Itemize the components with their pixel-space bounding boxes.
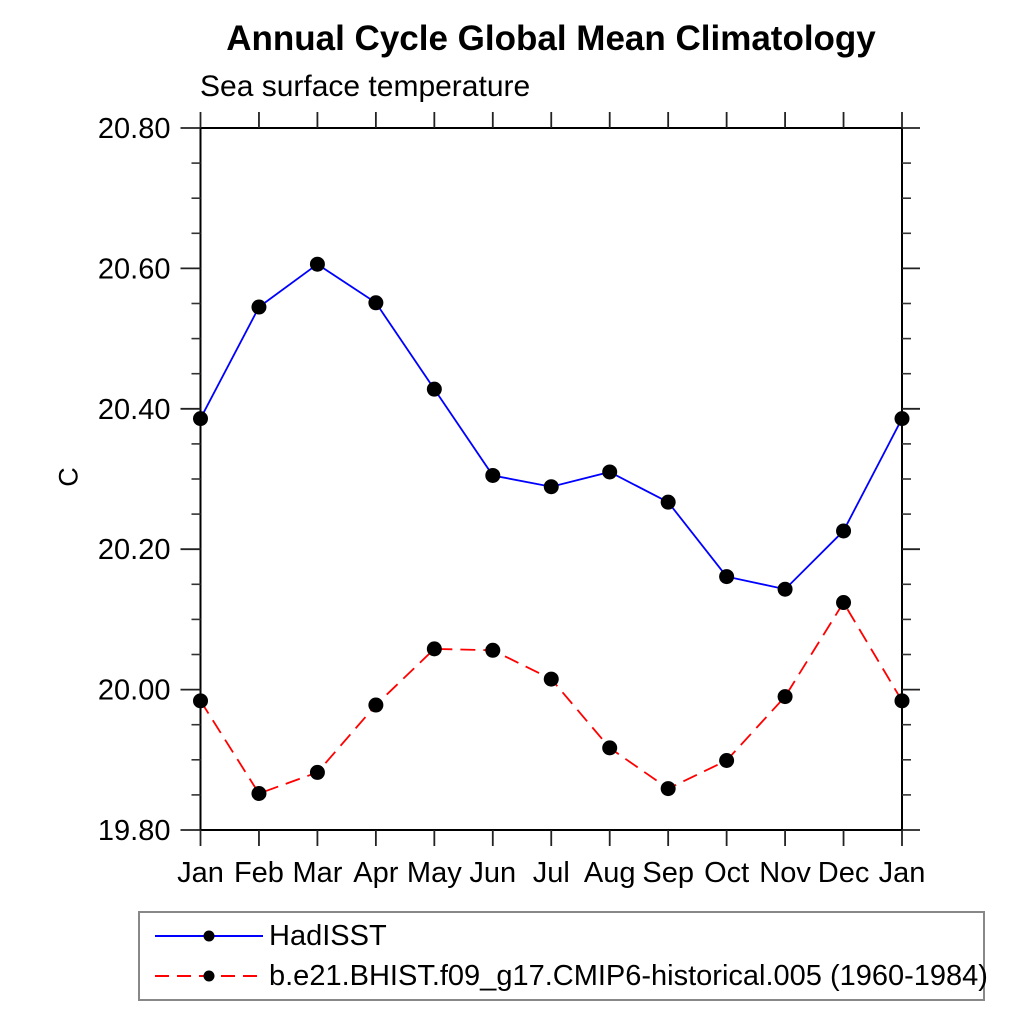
legend-line-dashed-icon <box>155 970 263 982</box>
legend-dot-icon <box>203 930 215 942</box>
data-point-1-Jan <box>193 693 208 709</box>
data-point-0-Jul <box>543 479 559 495</box>
y-tick-label: 19.80 <box>98 815 171 847</box>
legend: HadISST b.e21.BHIST.f09_g17.CMIP6-histor… <box>138 911 988 1001</box>
data-point-0-Feb <box>251 299 267 315</box>
data-point-0-Jun <box>485 467 501 483</box>
data-point-0-Jan <box>894 411 910 427</box>
y-tick-label: 20.20 <box>98 534 171 566</box>
x-tick-label: Nov <box>759 857 811 889</box>
data-point-1-Dec <box>836 595 852 611</box>
data-point-1-Jul <box>543 671 559 687</box>
data-point-1-Mar <box>309 764 325 780</box>
data-point-0-Jan <box>193 411 208 427</box>
x-tick-label: Jan <box>879 857 926 889</box>
y-tick-label: 20.80 <box>98 113 171 145</box>
data-point-1-Oct <box>719 753 735 769</box>
plot-frame <box>199 127 903 831</box>
x-tick-label: Aug <box>584 857 636 889</box>
data-point-1-Jun <box>485 642 501 658</box>
x-tick-label: Jan <box>177 857 224 889</box>
data-point-1-Feb <box>251 785 267 801</box>
x-tick-label: Mar <box>292 857 342 889</box>
legend-entry-model: b.e21.BHIST.f09_g17.CMIP6-historical.005… <box>153 960 988 992</box>
data-point-0-May <box>426 381 442 397</box>
series-line-1 <box>199 600 903 795</box>
x-tick-label: Feb <box>234 857 284 889</box>
y-tick-label: 20.00 <box>98 675 171 707</box>
data-point-0-Nov <box>777 581 793 597</box>
x-tick-label: Oct <box>704 857 749 889</box>
legend-line-solid-icon <box>155 930 263 942</box>
data-point-1-Nov <box>777 689 793 705</box>
data-point-0-Oct <box>719 569 735 585</box>
data-point-0-Dec <box>836 523 852 539</box>
data-point-1-Sep <box>660 781 676 797</box>
x-tick-label: May <box>407 857 462 889</box>
data-point-1-Aug <box>602 740 618 756</box>
y-tick-label: 20.40 <box>98 394 171 426</box>
x-tick-label: Dec <box>818 857 870 889</box>
data-point-1-Apr <box>368 697 384 713</box>
y-tick-label: 20.60 <box>98 253 171 285</box>
x-tick-label: Sep <box>642 857 694 889</box>
chart-title: Annual Cycle Global Mean Climatology <box>226 19 876 58</box>
legend-entry-hadisst: HadISST <box>153 920 983 952</box>
data-point-0-Aug <box>602 464 618 480</box>
legend-label-hadisst: HadISST <box>269 919 387 952</box>
x-tick-label: Jul <box>533 857 570 889</box>
data-point-0-Apr <box>368 295 384 311</box>
chart-subtitle: Sea surface temperature <box>200 70 531 103</box>
x-tick-label: Apr <box>353 857 398 889</box>
data-point-0-Sep <box>660 494 676 510</box>
x-tick-label: Jun <box>469 857 516 889</box>
data-point-0-Mar <box>309 256 325 272</box>
data-point-1-Jan <box>894 693 910 709</box>
legend-dot-icon <box>203 970 215 982</box>
series-line-0 <box>199 263 903 591</box>
data-point-1-May <box>426 641 442 657</box>
legend-label-model: b.e21.BHIST.f09_g17.CMIP6-historical.005… <box>269 959 988 992</box>
